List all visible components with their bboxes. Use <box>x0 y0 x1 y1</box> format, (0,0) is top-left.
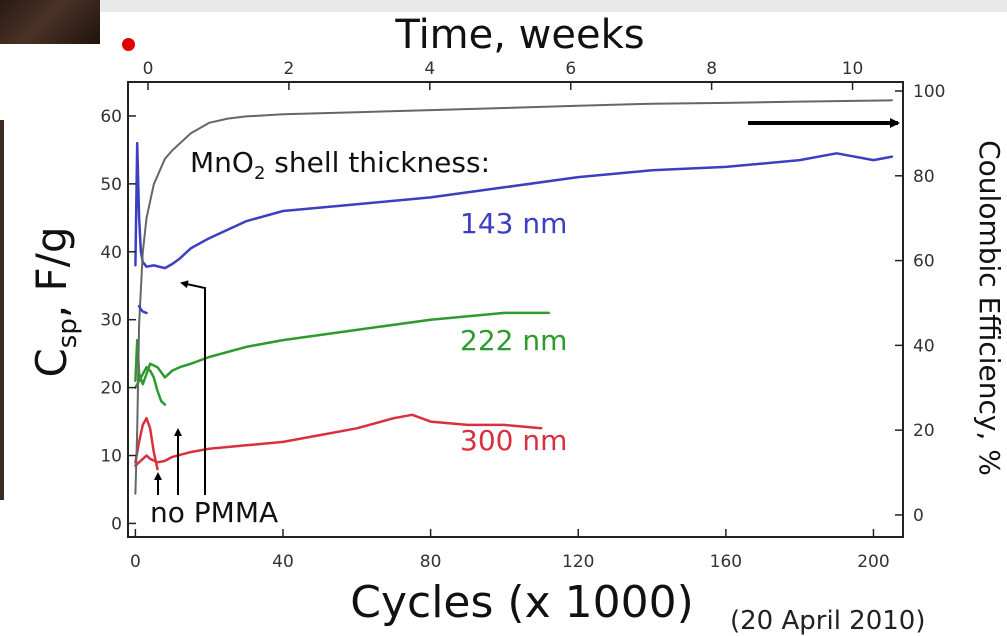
right-axis-title: Coulombic Efficiency, % <box>973 140 1006 476</box>
left-axis-tick-label: 40 <box>100 243 122 263</box>
no-pmma-arrow-blue <box>180 280 206 495</box>
right-axis-tick-label: 60 <box>913 252 935 272</box>
bottom-axis-tick-label: 200 <box>857 552 889 572</box>
series-line-no-pmma-capacitance <box>137 304 148 315</box>
top-axis-title: Time, weeks <box>394 12 644 58</box>
photo-thumbnail <box>0 0 100 44</box>
top-axis-tick-label: 2 <box>283 59 294 79</box>
shell-thickness-title: MnO2 shell thickness: <box>190 146 490 184</box>
plot-frame <box>127 81 904 538</box>
bottom-axis-tick-label: 120 <box>562 552 594 572</box>
shell-title-sub: 2 <box>254 163 265 184</box>
top-axis-tick-label: 8 <box>706 59 717 79</box>
left-axis-title-sub: sp <box>53 318 83 348</box>
series-line-coulombic-efficiency <box>134 99 893 495</box>
left-edge-strip <box>0 120 4 500</box>
left-axis-tick-label: 20 <box>100 379 122 399</box>
right-axis-tick-label: 20 <box>913 421 935 441</box>
bottom-axis-tick-label: 160 <box>710 552 742 572</box>
bottom-axis-title: Cycles (x 1000) <box>350 577 694 626</box>
no-pmma-label: no PMMA <box>150 496 278 529</box>
left-axis-title-main: C <box>27 348 76 377</box>
left-axis-title-rest: , F/g <box>27 226 76 318</box>
top-banner <box>0 0 1007 12</box>
shell-title-main: MnO <box>190 146 254 179</box>
series-line-222-nm-no-pmma <box>134 365 167 406</box>
date-note: (20 April 2010) <box>730 606 926 636</box>
top-axis-tick-label: 4 <box>424 59 435 79</box>
label-300nm: 300 nm <box>460 424 567 457</box>
right-axis-tick-label: 0 <box>913 506 924 526</box>
series-line-300-nm-no-pmma <box>134 416 159 471</box>
series-line-222-nm <box>134 311 550 386</box>
label-143nm: 143 nm <box>460 207 567 240</box>
left-axis-tick-label: 50 <box>100 175 122 195</box>
laser-pointer-dot <box>122 38 135 51</box>
top-axis-tick-label: 6 <box>565 59 576 79</box>
label-222nm: 222 nm <box>460 324 567 357</box>
series-line-300-nm <box>134 413 543 467</box>
left-axis-title: Csp, F/g <box>27 226 83 377</box>
top-axis-tick-label: 10 <box>842 59 864 79</box>
left-axis-tick-label: 30 <box>100 311 122 331</box>
top-axis-tick-label: 0 <box>143 59 154 79</box>
left-axis-tick-label: 0 <box>111 514 122 534</box>
right-axis-tick-label: 80 <box>913 167 935 187</box>
left-axis-tick-label: 10 <box>100 447 122 467</box>
bottom-axis-tick-label: 0 <box>130 552 141 572</box>
right-axis-tick-label: 100 <box>913 82 945 102</box>
left-axis-tick-label: 60 <box>100 107 122 127</box>
shell-title-rest: shell thickness: <box>265 146 490 179</box>
bottom-axis-tick-label: 40 <box>272 552 294 572</box>
right-axis-tick-label: 40 <box>913 336 935 356</box>
bottom-axis-tick-label: 80 <box>420 552 442 572</box>
